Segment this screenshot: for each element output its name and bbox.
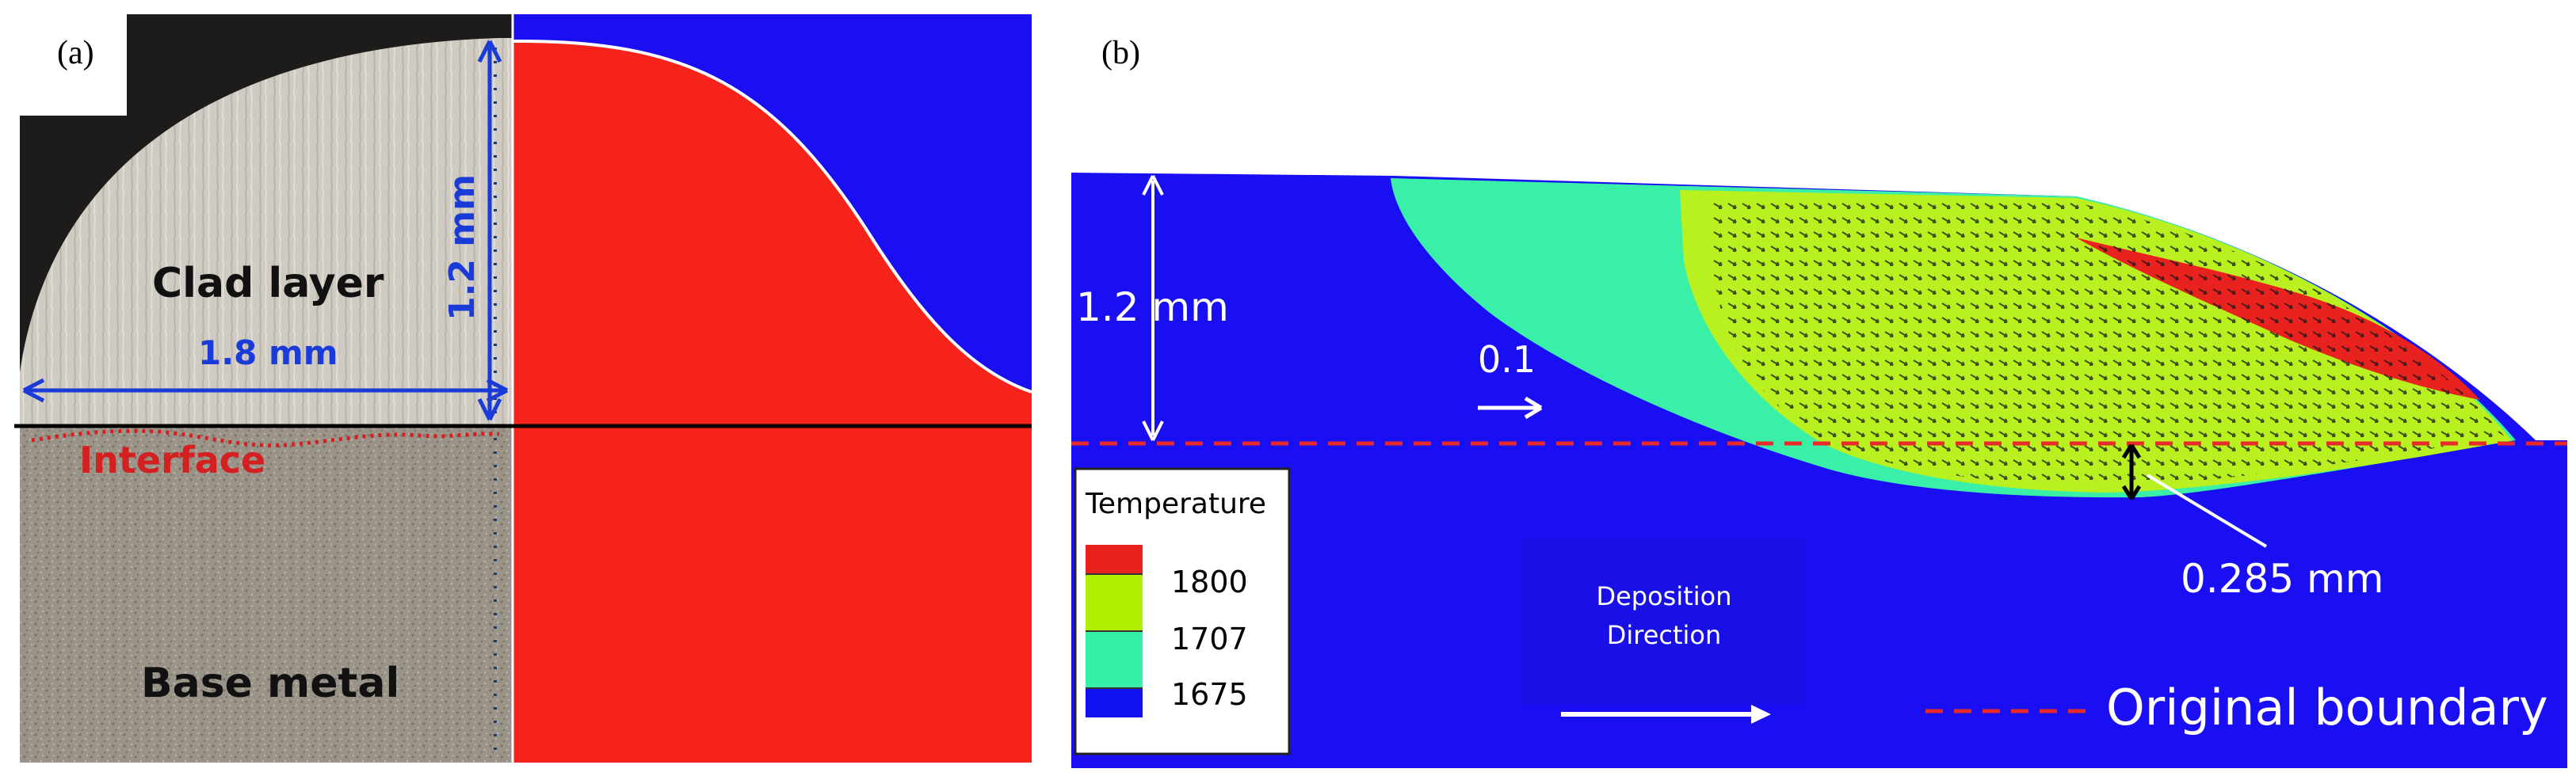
label-box: [20, 14, 127, 116]
legend-swatch-1800: [1086, 545, 1143, 574]
deposition-label-1: Deposition: [1596, 581, 1731, 611]
base-metal-region: [20, 425, 513, 763]
interface-curve: [31, 428, 500, 447]
panel-b-height-arrowheads: [1142, 175, 1164, 441]
sim-surface-line: [512, 39, 1032, 394]
width-dimension-label: 1.8 mm: [198, 333, 338, 372]
legend-swatch-1675: [1086, 631, 1143, 688]
height-dimension-label: 1.2 mm: [442, 174, 483, 321]
legend-title: Temperature: [1085, 488, 1266, 520]
original-boundary-label: Original boundary: [2106, 679, 2548, 736]
height-dimension-arrowheads: [477, 40, 502, 421]
depth-leader-line: [2146, 474, 2268, 548]
legend-value: 1800: [1171, 565, 1248, 599]
panel-b: (b) 1.2 mm 0.1 0.285 mm Deposition Direc…: [1071, 35, 2567, 768]
panel-a-label: (a): [57, 35, 94, 71]
depth-dimension-label: 0.285 mm: [2181, 556, 2383, 602]
deposition-label-2: Direction: [1607, 620, 1722, 650]
legend-swatch-base: [1086, 688, 1143, 717]
velocity-scale-label: 0.1: [1478, 338, 1536, 381]
velocity-scale-arrowhead: [1524, 396, 1543, 420]
panel-a: (a) 1.8 mm 1.2 mm Clad layer Interface B…: [14, 14, 1032, 763]
base-metal-label: Base metal: [141, 660, 399, 707]
temperature-legend: Temperature 1800 1707 1675: [1074, 467, 1291, 755]
interface-label: Interface: [79, 439, 265, 481]
width-dimension-arrowheads: [22, 378, 509, 403]
sim-red-region: [513, 40, 1032, 763]
panel-b-height-label: 1.2 mm: [1076, 284, 1229, 330]
legend-value: 1707: [1171, 622, 1248, 656]
legend-swatch-1707: [1086, 574, 1143, 631]
clad-layer-region: [20, 38, 513, 425]
depth-dimension-arrowheads: [2121, 443, 2142, 500]
legend-value: 1675: [1171, 677, 1248, 712]
velocity-vector-field: [1710, 198, 2504, 487]
deposition-arrowhead: [1751, 705, 1771, 724]
panel-b-label: (b): [1101, 35, 1140, 71]
deposition-box: [1521, 538, 1807, 705]
clad-layer-label: Clad layer: [152, 260, 384, 307]
